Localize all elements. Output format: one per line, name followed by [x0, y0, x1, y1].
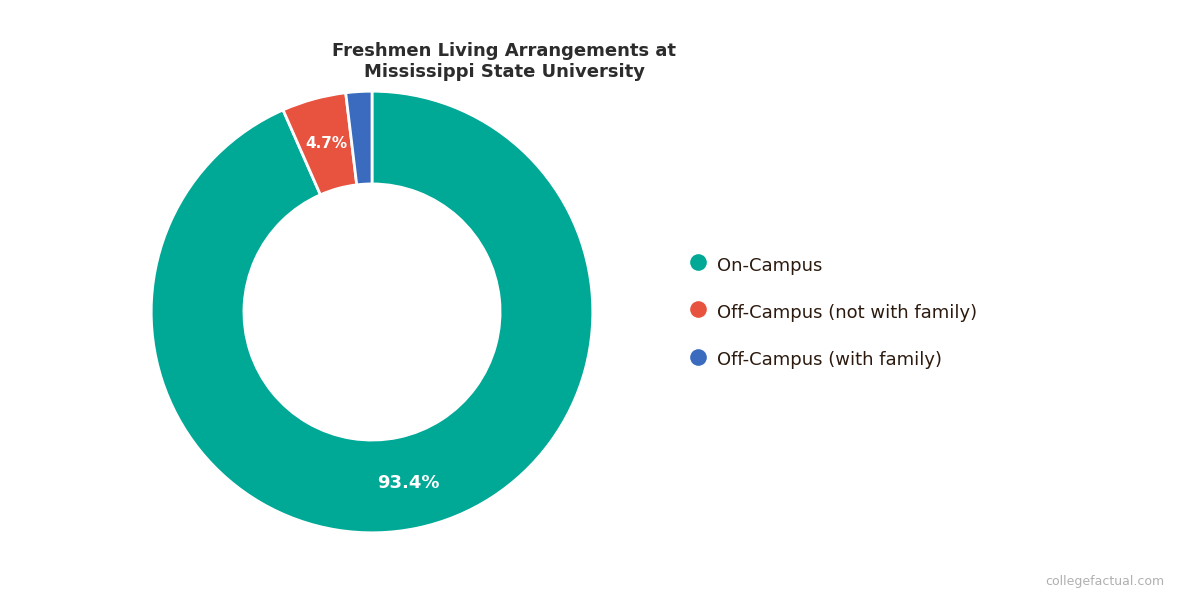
Text: Freshmen Living Arrangements at
Mississippi State University: Freshmen Living Arrangements at Mississi…: [332, 42, 676, 81]
Wedge shape: [283, 93, 356, 195]
Legend: On-Campus, Off-Campus (not with family), Off-Campus (with family): On-Campus, Off-Campus (not with family),…: [685, 245, 986, 379]
Wedge shape: [346, 91, 372, 185]
Text: 4.7%: 4.7%: [305, 136, 347, 151]
Text: 93.4%: 93.4%: [377, 473, 439, 491]
Wedge shape: [151, 91, 593, 533]
Text: collegefactual.com: collegefactual.com: [1045, 575, 1164, 588]
